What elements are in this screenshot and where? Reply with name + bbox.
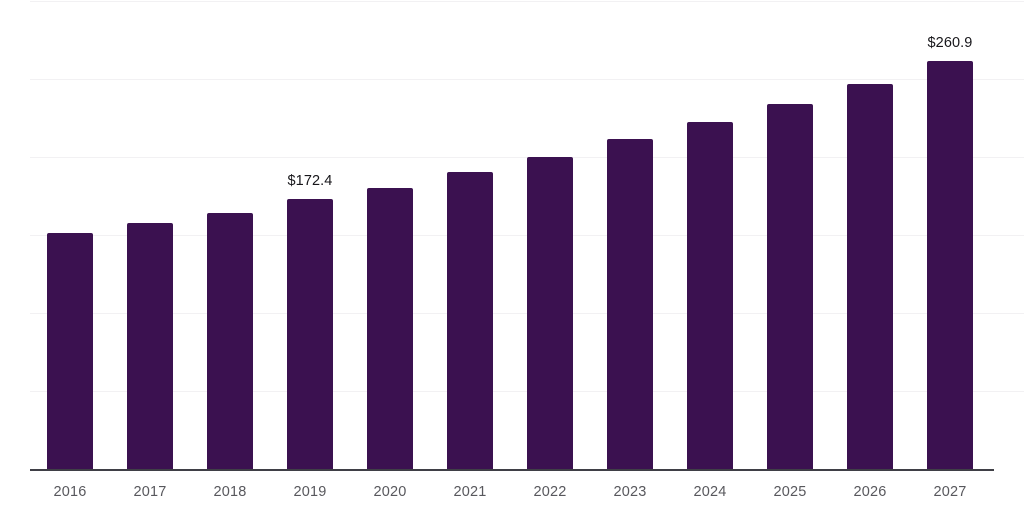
x-axis-tick-label: 2017 [133, 484, 167, 500]
bar-group [830, 0, 910, 470]
bar[interactable] [367, 188, 413, 469]
bar[interactable] [127, 223, 173, 469]
bar-value-label: $172.4 [287, 173, 333, 189]
x-axis-tick-label: 2023 [613, 484, 647, 500]
bar[interactable] [687, 122, 733, 469]
bar-group [110, 0, 190, 470]
x-axis-tick-label: 2016 [53, 484, 87, 500]
bar-value-label: $260.9 [927, 35, 973, 51]
x-axis-tick-labels: 2016 2017 2018 2019 2020 2021 2022 2023 2024 2025… [0, 470, 1024, 512]
bar-group [430, 0, 510, 470]
bar[interactable] [47, 233, 93, 469]
bar[interactable] [767, 104, 813, 469]
bar[interactable] [607, 139, 653, 469]
bar-group [190, 0, 270, 470]
bar-group: $260.9 [910, 0, 990, 470]
bar[interactable] [207, 213, 253, 469]
bar-group [30, 0, 110, 470]
bar-group [670, 0, 750, 470]
x-axis-line [30, 469, 994, 471]
x-axis-tick-label: 2027 [933, 484, 967, 500]
x-axis-tick-label: 2022 [533, 484, 567, 500]
x-axis-tick-label: 2020 [373, 484, 407, 500]
bar-group [350, 0, 430, 470]
x-axis-tick-label: 2025 [773, 484, 807, 500]
bar[interactable] [447, 172, 493, 469]
bar-group [750, 0, 830, 470]
bar-group [590, 0, 670, 470]
x-axis-tick-label: 2024 [693, 484, 727, 500]
bar-group [510, 0, 590, 470]
x-axis-tick-label: 2019 [293, 484, 327, 500]
bar[interactable] [287, 199, 333, 469]
bar[interactable] [927, 61, 973, 469]
x-axis-tick-label: 2021 [453, 484, 487, 500]
bar[interactable] [847, 84, 893, 469]
x-axis-tick-label: 2018 [213, 484, 247, 500]
x-axis-tick-label: 2026 [853, 484, 887, 500]
plot-area: $172.4 $260.9 [30, 0, 990, 470]
bar-group: $172.4 [270, 0, 350, 470]
bar[interactable] [527, 157, 573, 469]
